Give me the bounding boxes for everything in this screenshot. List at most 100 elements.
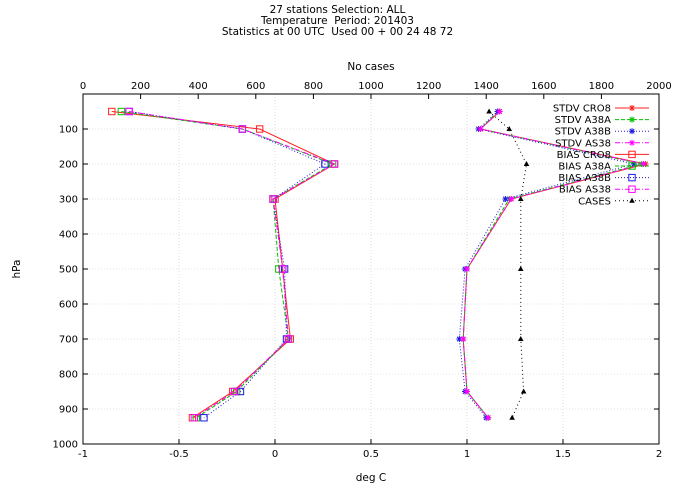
x2-tick-label: 0 (80, 81, 86, 92)
legend-label: BIAS A38A (558, 162, 611, 173)
data-point (496, 108, 503, 115)
series-line (462, 111, 646, 419)
y-tick-label: 500 (59, 265, 78, 276)
x-tick-label: -1 (78, 449, 88, 460)
legend-marker (629, 105, 635, 111)
x2-tick-label: 1600 (531, 81, 556, 92)
legend-marker (629, 128, 635, 135)
top-axis-label: No cases (347, 61, 394, 73)
x2-tick-label: 1400 (473, 81, 498, 92)
legend-marker (628, 185, 636, 193)
legend-marker (628, 173, 636, 182)
y-axis-label: hPa (11, 260, 23, 279)
data-point (284, 335, 293, 343)
title-line-1: 27 stations Selection: ALL (269, 4, 406, 16)
x-tick-label: 1 (464, 449, 470, 460)
series-line (462, 111, 644, 419)
data-point (640, 161, 647, 167)
data-point (502, 196, 509, 202)
legend-marker (628, 162, 636, 170)
data-point (486, 108, 492, 114)
legend-label: STDV A38A (555, 115, 612, 126)
legend-label: STDV CRO8 (553, 104, 611, 115)
data-point (517, 266, 524, 271)
y-tick-label: 400 (59, 230, 78, 241)
axis-ticks: -1 -0.5 0 0.5 1 1.5 2 0 200 400 600 800 1000 1200 1400… (53, 81, 672, 460)
title-line-2: Temperature Period: 201403 (261, 15, 414, 27)
series-stdv-as38 (460, 108, 647, 421)
data-point (517, 196, 524, 201)
series-line (129, 111, 336, 419)
legend-marker (629, 116, 635, 123)
legend-marker (629, 197, 635, 203)
x2-tick-label: 2000 (646, 81, 671, 92)
series-cases (486, 108, 530, 420)
x2-tick-label: 1000 (358, 81, 383, 92)
data-point (117, 107, 126, 116)
legend-marker (629, 139, 635, 146)
y-tick-label: 900 (59, 405, 78, 416)
data-point (125, 107, 133, 116)
data-point (275, 265, 283, 273)
data-point (477, 126, 484, 132)
data-point (238, 125, 247, 133)
data-point (330, 160, 339, 168)
y-tick-label: 800 (59, 370, 78, 381)
series-line (462, 111, 642, 419)
data-point (517, 336, 524, 341)
y-tick-label: 300 (59, 195, 78, 206)
x2-tick-label: 1200 (416, 81, 441, 92)
x-tick-label: 0.5 (363, 449, 379, 460)
y-tick-label: 600 (59, 300, 78, 311)
title-line-3: Statistics at 00 UTC Used 00 + 00 24 48 … (221, 26, 454, 38)
data-point (269, 195, 277, 203)
data-point (255, 125, 264, 133)
series-line (458, 111, 635, 419)
data-point (190, 414, 199, 422)
x-tick-label: -0.5 (169, 449, 189, 460)
y-tick-label: 100 (59, 125, 78, 136)
data-point (509, 414, 515, 420)
data-point (464, 266, 470, 272)
legend-label: BIAS A38B (558, 173, 611, 184)
data-point (508, 196, 515, 202)
y-tick-label: 200 (59, 160, 78, 171)
data-point (631, 161, 638, 167)
chart-title: 27 stations Selection: ALL Temperature P… (0, 5, 675, 38)
legend-label: STDV AS38 (555, 138, 611, 149)
series-line (111, 111, 336, 419)
data-point (456, 336, 463, 342)
data-point (485, 414, 492, 421)
data-point (520, 388, 527, 394)
series-line (129, 111, 326, 419)
x2-tick-label: 600 (246, 81, 265, 92)
data-point (236, 387, 245, 396)
legend-marker (628, 150, 636, 159)
data-point (230, 387, 239, 396)
data-point (278, 265, 287, 273)
y-tick-label: 1000 (53, 440, 78, 451)
legend-label: CASES (578, 196, 611, 207)
data-point (460, 336, 467, 342)
x2-tick-label: 1800 (589, 81, 614, 92)
x2-tick-label: 200 (131, 81, 150, 92)
legend-label: BIAS AS38 (559, 185, 611, 196)
legend-label: BIAS CRO8 (557, 150, 611, 161)
series-layer (108, 107, 649, 422)
legend-label: STDV A38B (555, 127, 612, 138)
x2-tick-label: 800 (304, 81, 323, 92)
data-point (506, 126, 513, 131)
data-point (108, 107, 116, 116)
x-tick-label: 2 (656, 449, 662, 460)
y-tick-label: 700 (59, 335, 78, 346)
x-axis-label: deg C (356, 472, 386, 484)
x-tick-label: 1.5 (555, 449, 571, 460)
series-bias-as38 (125, 107, 339, 422)
data-point (464, 388, 470, 395)
series-line (121, 111, 334, 419)
x-tick-label: 0 (272, 449, 278, 460)
series-line (488, 111, 528, 419)
x2-tick-label: 400 (189, 81, 208, 92)
